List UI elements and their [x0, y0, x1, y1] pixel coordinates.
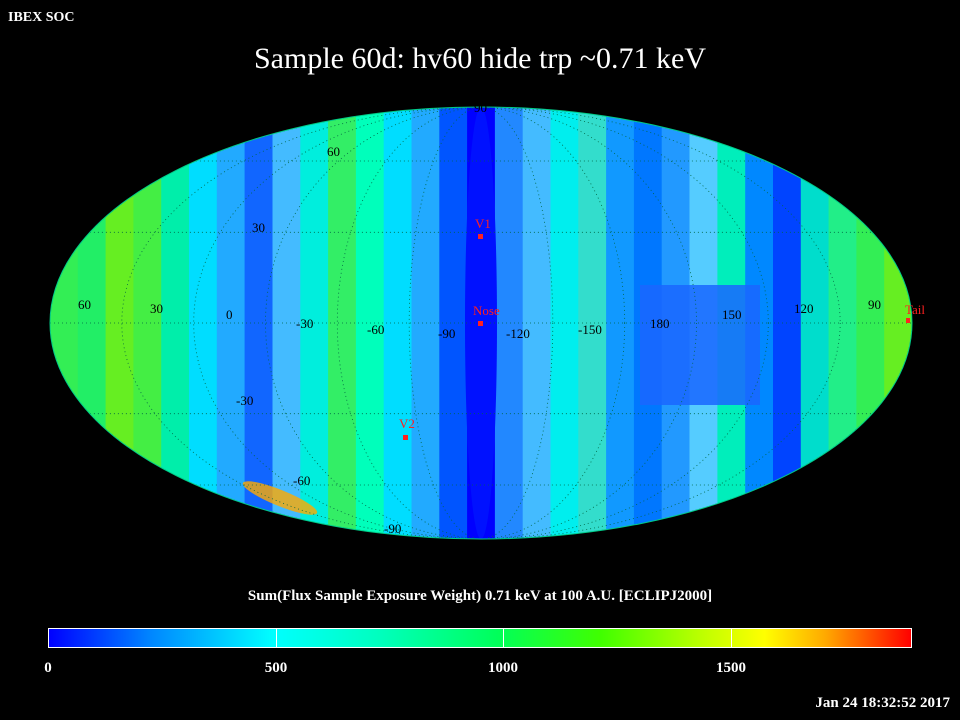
meridian-line	[121, 107, 841, 539]
tail-label: Tail	[905, 302, 925, 317]
flux-hotspot	[242, 481, 318, 515]
flux-band	[773, 107, 802, 539]
flux-band	[522, 107, 552, 539]
flux-band	[800, 107, 830, 539]
flux-region	[640, 285, 760, 405]
meridian-line	[265, 107, 697, 539]
lat-label: -90	[384, 521, 401, 536]
colorbar-tick-label: 1500	[716, 660, 746, 676]
lon-label: -30	[296, 316, 313, 331]
latitude-labels: 90 60 30 -30 -60 -90	[236, 100, 487, 536]
lon-label: 60	[78, 297, 91, 312]
v2-label: V2	[399, 416, 415, 431]
colorbar-label: Sum(Flux Sample Exposure Weight) 0.71 ke…	[247, 588, 713, 604]
org-label: IBEX SOC	[8, 10, 75, 25]
flux-band	[216, 107, 246, 539]
lat-label: -60	[293, 473, 310, 488]
map-markers: V1 Nose V2 Tail	[399, 216, 925, 440]
longitude-labels: 60 30 0 -30 -60 -90 -120 -150 180 150 12…	[78, 297, 881, 341]
meridian-line	[408, 107, 554, 539]
v1-marker	[478, 234, 483, 239]
lon-label: 30	[150, 301, 163, 316]
lon-label: -120	[506, 326, 530, 341]
lat-label: 90	[474, 100, 487, 115]
lon-label: -60	[367, 322, 384, 337]
lat-label: 30	[252, 220, 265, 235]
colorbar-tick-label: 500	[264, 660, 288, 676]
lon-label: 90	[868, 297, 881, 312]
lon-label: 150	[722, 307, 742, 322]
graticule	[50, 107, 912, 539]
nose-label: Nose	[473, 303, 500, 318]
meridian-line	[336, 107, 626, 539]
v2-marker	[403, 435, 408, 440]
flux-band	[189, 107, 218, 539]
lat-label: -30	[236, 393, 253, 408]
lon-label: -150	[578, 322, 602, 337]
colorbar-tick	[731, 629, 732, 647]
flux-band	[161, 107, 190, 539]
lon-label: -90	[438, 326, 455, 341]
lon-label: 0	[226, 307, 233, 322]
flux-band	[133, 107, 163, 539]
plot-title: Sample 60d: hv60 hide trp ~0.71 keV	[253, 42, 706, 75]
colorbar-tick-label: 0	[44, 660, 52, 676]
tail-marker	[906, 318, 910, 323]
timestamp: Jan 24 18:32:52 2017	[815, 695, 950, 711]
lon-label: 120	[794, 301, 814, 316]
flux-band	[439, 107, 469, 539]
flux-band	[494, 107, 524, 539]
flux-band	[411, 107, 441, 539]
v1-label: V1	[475, 216, 491, 231]
colorbar-tick	[276, 629, 277, 647]
colorbar	[48, 628, 912, 648]
lat-label: 60	[327, 144, 340, 159]
map-boundary	[49, 106, 913, 540]
meridian-line	[193, 107, 769, 539]
colorbar-tick	[503, 629, 504, 647]
colorbar-tick-label: 1000	[488, 660, 518, 676]
nose-marker	[478, 321, 483, 326]
flux-band	[828, 107, 858, 539]
lon-label: 180	[650, 316, 670, 331]
